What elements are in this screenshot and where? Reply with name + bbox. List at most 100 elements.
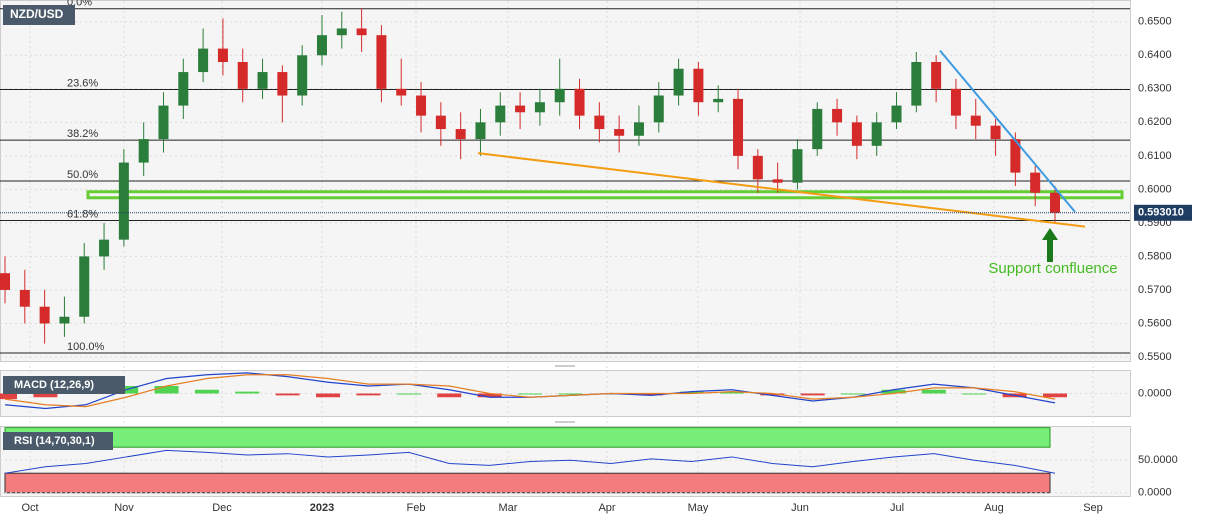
- candle-body: [277, 72, 288, 96]
- macd-histogram: [639, 393, 664, 396]
- y-tick-label: 0.5500: [1138, 351, 1172, 363]
- candle-body: [257, 72, 268, 89]
- rsi-line: [4, 449, 1056, 474]
- y-tick-label: 50.0000: [1138, 454, 1178, 466]
- candle-body: [633, 122, 644, 136]
- last-price-box: [1134, 204, 1192, 221]
- candle-body: [950, 88, 961, 116]
- x-tick-label: Aug: [984, 502, 1004, 514]
- macd-histogram: [921, 389, 946, 394]
- annotation: Support confluence: [988, 260, 1117, 277]
- candle-body: [59, 316, 70, 324]
- candle-body: [19, 289, 30, 307]
- fib-label: 61.8%: [67, 208, 98, 220]
- candle-body: [812, 108, 823, 150]
- macd-histogram: [477, 393, 502, 398]
- x-tick-label: Nov: [114, 502, 134, 514]
- candle-body: [792, 149, 803, 183]
- macd-histogram: [0, 393, 17, 400]
- y-tick-label: 0.0000: [1138, 487, 1172, 499]
- zone: [86, 190, 1124, 200]
- candle-body: [990, 125, 1001, 140]
- candle-body: [693, 68, 704, 103]
- macd-histogram: [275, 393, 300, 396]
- candle-body: [316, 35, 327, 56]
- y-tick-label: 0.5700: [1138, 284, 1172, 296]
- macd-histogram: [1043, 393, 1067, 398]
- candle-body: [455, 129, 466, 140]
- candle-body: [158, 105, 169, 140]
- macd-histogram: [841, 393, 866, 395]
- candle-body: [1010, 139, 1021, 173]
- candle-body: [574, 88, 585, 116]
- macd-histogram: [881, 389, 906, 394]
- candle-body: [673, 68, 684, 96]
- candle-body: [891, 105, 902, 123]
- candle-body: [99, 239, 110, 257]
- macd-histogram: [194, 389, 219, 394]
- candle-body: [1030, 172, 1041, 193]
- candle-body: [297, 55, 308, 96]
- macd-histogram: [518, 393, 542, 395]
- candle-body: [733, 98, 744, 156]
- macd-title: MACD (12,26,9): [14, 379, 94, 391]
- candle-body: [931, 62, 942, 89]
- fib-label: 23.6%: [67, 77, 98, 89]
- fib-label: 0.0%: [67, 0, 92, 9]
- support-line: [477, 152, 1086, 228]
- indicator-title-box: [3, 376, 125, 394]
- macd-histogram: [33, 393, 58, 398]
- macd-histogram: [962, 393, 987, 395]
- candle-body: [138, 139, 149, 163]
- candle-body: [79, 256, 90, 317]
- x-tick-label: Sep: [1083, 502, 1103, 514]
- candle-body: [356, 28, 367, 36]
- candle-body: [871, 122, 882, 146]
- candle-body: [653, 95, 664, 123]
- y-tick-label: 0.6000: [1138, 183, 1172, 195]
- macd-histogram: [396, 393, 421, 395]
- fib-label: 38.2%: [67, 128, 98, 140]
- x-tick-label: Mar: [499, 502, 518, 514]
- y-tick-label: 0.6500: [1138, 16, 1172, 28]
- candle-body: [237, 62, 248, 89]
- macd-histogram: [316, 393, 341, 398]
- candle-body: [416, 95, 427, 116]
- title-box: [3, 5, 75, 25]
- candle-body: [614, 129, 625, 136]
- candle-body: [396, 88, 407, 96]
- candle-body: [970, 115, 981, 126]
- x-tick-label: 2023: [310, 502, 334, 514]
- macd-histogram: [235, 391, 260, 394]
- candle-body: [198, 48, 209, 73]
- candle-body: [475, 122, 486, 140]
- fib-label: 100.0%: [67, 341, 105, 353]
- y-tick-label: 0.5800: [1138, 250, 1172, 262]
- macd-histogram: [154, 386, 179, 394]
- candle-body: [217, 48, 228, 63]
- overbought-zone: [4, 427, 1051, 448]
- y-tick-label: 0.6200: [1138, 116, 1172, 128]
- y-tick-label: 0.5600: [1138, 317, 1172, 329]
- arrow: [1042, 228, 1058, 262]
- y-tick-label: 0.6300: [1138, 83, 1172, 95]
- candle-body: [0, 273, 10, 290]
- macd-histogram: [800, 393, 825, 396]
- x-tick-label: Oct: [21, 502, 38, 514]
- candle-body: [495, 105, 506, 123]
- candle-body: [435, 115, 446, 130]
- oversold-zone: [4, 472, 1051, 494]
- candle-body: [594, 115, 605, 130]
- x-tick-label: Dec: [212, 502, 232, 514]
- candle-body: [118, 162, 129, 240]
- candle-body: [554, 88, 565, 103]
- x-tick-label: Feb: [407, 502, 426, 514]
- x-tick-label: Jul: [890, 502, 904, 514]
- chart-title: NZD/USD: [10, 7, 64, 21]
- candle-body: [772, 179, 783, 183]
- candle-body: [911, 62, 922, 106]
- candle-body: [515, 105, 526, 113]
- macd-histogram: [558, 393, 583, 395]
- x-tick-label: May: [688, 502, 709, 514]
